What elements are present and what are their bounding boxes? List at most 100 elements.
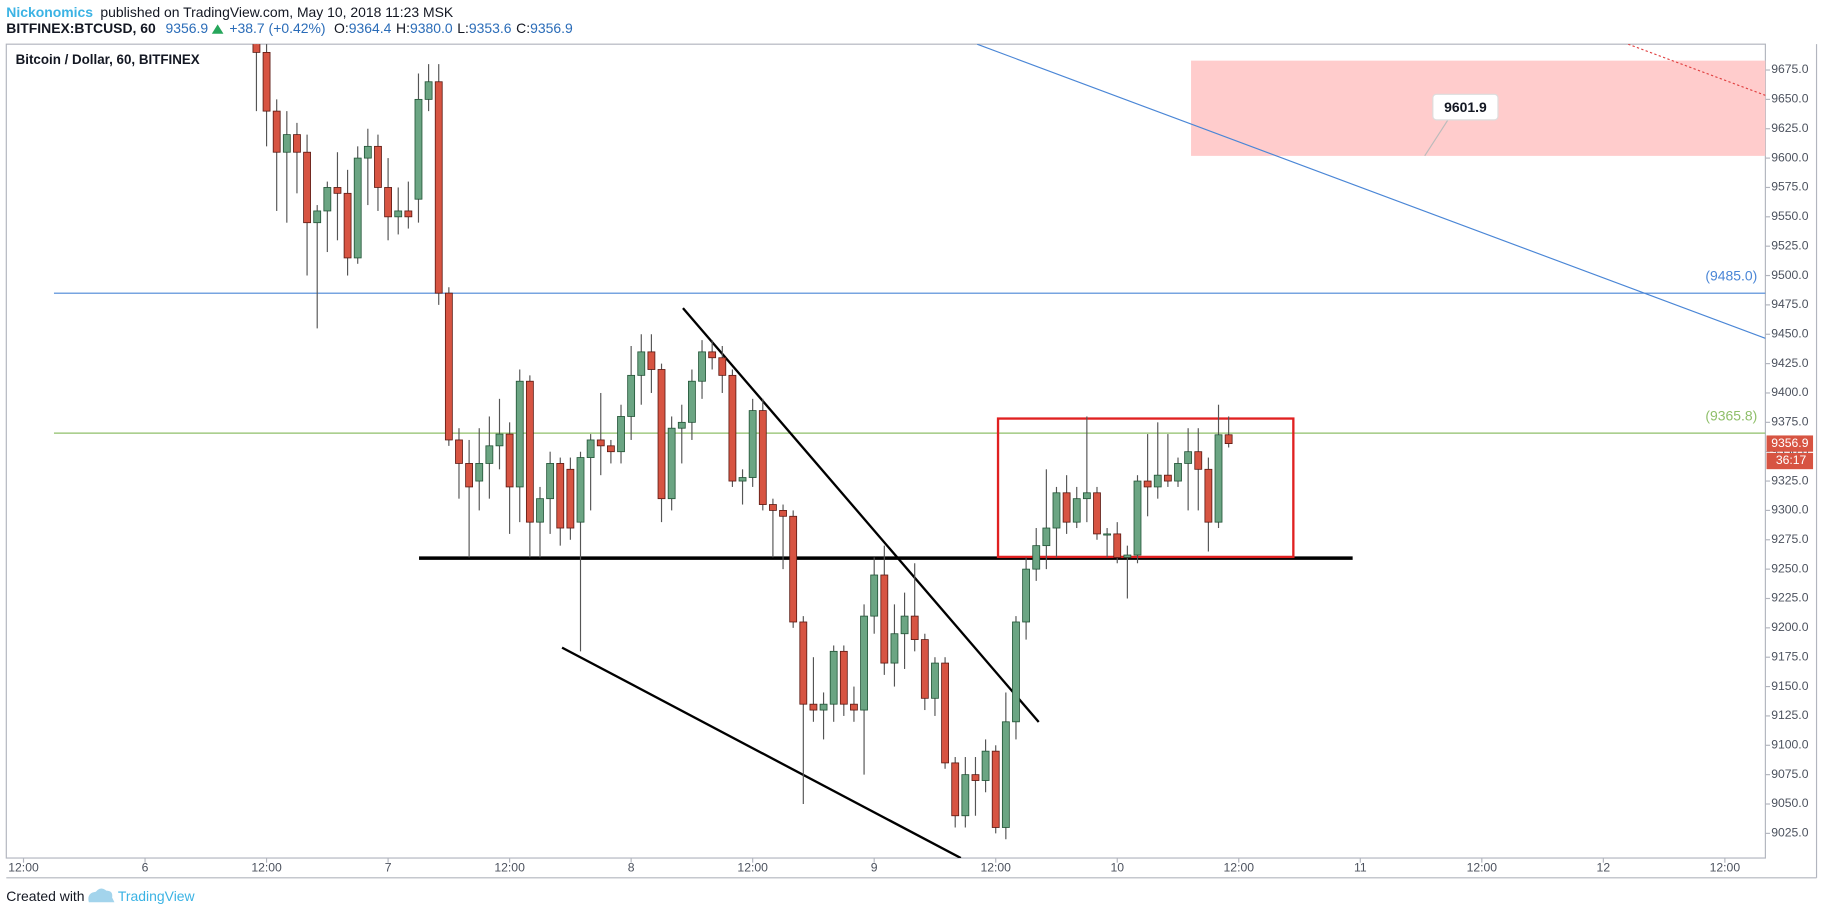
candle-body [900, 615, 909, 635]
candle-body [698, 351, 706, 382]
candle-body [1093, 492, 1101, 535]
candle-body [748, 410, 757, 478]
x-tick-label: 12:00 [1467, 861, 1498, 875]
candle-body [1103, 533, 1112, 536]
y-tick-label: 9050.0 [1771, 796, 1808, 810]
published: published on TradingView.com, May 10, 20… [100, 3, 453, 19]
y-tick-label: 9300.0 [1771, 503, 1808, 517]
candle-body [1194, 451, 1203, 470]
candle-body [829, 650, 838, 705]
last-price: 9356.9 [165, 20, 208, 36]
symbol: BITFINEX:BTCUSD, 60 [6, 20, 156, 36]
candle-body [1184, 451, 1193, 464]
candle-body [758, 410, 767, 505]
candle-body [1012, 621, 1020, 723]
candle-body [677, 421, 686, 429]
x-tick-label: 12:00 [8, 861, 39, 875]
candle-body [839, 650, 848, 705]
candle-body [434, 81, 443, 294]
ohlc-label: L: [457, 20, 469, 36]
x-tick-label: 8 [628, 861, 635, 875]
candle-body [870, 574, 879, 617]
candle-body [465, 463, 474, 488]
candle-body [779, 510, 787, 517]
y-tick-label: 9525.0 [1771, 238, 1808, 252]
footer: Created with TradingView [6, 888, 195, 904]
x-tick-label: 12:00 [980, 861, 1011, 875]
candle-body [303, 151, 311, 224]
x-tick-label: 12:00 [737, 861, 768, 875]
level-label: (9485.0) [1705, 268, 1757, 284]
candle-body [981, 750, 990, 781]
y-tick-label: 9625.0 [1771, 121, 1808, 135]
candle-body [374, 145, 382, 188]
candle-body [1052, 492, 1061, 529]
y-tick-label: 9200.0 [1771, 620, 1808, 634]
candle-body [971, 774, 980, 781]
candle-body [667, 427, 676, 500]
candle-body [637, 351, 646, 376]
candle-body [505, 433, 514, 488]
y-tick-label: 9100.0 [1771, 738, 1808, 752]
x-tick-label: 7 [385, 861, 392, 875]
tv-logo [88, 888, 115, 903]
x-tick-label: 11 [1354, 861, 1367, 875]
candle-body [718, 357, 727, 376]
candle-body [606, 445, 615, 453]
y-tick-label: 9250.0 [1771, 561, 1808, 575]
ohlc-label: O: [334, 20, 349, 36]
candle-body [485, 445, 494, 464]
y-tick-label: 9375.0 [1771, 415, 1808, 429]
countdown-label: 36:17 [1776, 453, 1807, 467]
ohlc-label: C: [516, 20, 530, 36]
y-tick-label: 9075.0 [1771, 767, 1808, 781]
plot-frame [5, 43, 1766, 859]
candle-body [1214, 434, 1223, 523]
candle-body [799, 621, 808, 705]
candle-body [536, 498, 544, 523]
y-tick-label: 9275.0 [1771, 532, 1808, 546]
zone-label: 9601.9 [1444, 99, 1487, 115]
y-tick-label: 9650.0 [1771, 92, 1808, 106]
y-tick-label: 9150.0 [1771, 679, 1808, 693]
candle-body [657, 369, 666, 500]
y-tick-label: 9675.0 [1771, 62, 1808, 76]
change: +38.7 (+0.42%) [229, 20, 325, 36]
candle-body [556, 463, 565, 529]
candle-body [1082, 492, 1091, 500]
candles-layer [252, 44, 1233, 840]
candle-body [313, 210, 322, 224]
zone-layer: 9601.9 [1191, 60, 1766, 157]
candle-body [1153, 474, 1162, 488]
chart-title: Bitcoin / Dollar, 60, BITFINEX [16, 52, 200, 67]
candle-body [1224, 434, 1233, 444]
candle-body [819, 703, 828, 711]
x-tick-label: 12:00 [1224, 861, 1255, 875]
candle-body [414, 98, 423, 200]
candle-body [850, 703, 858, 711]
candle-body [404, 210, 413, 218]
candle-body [444, 292, 453, 441]
candle-body [1204, 468, 1213, 523]
author[interactable]: Nickonomics [6, 3, 93, 19]
x-tick-label: 9 [871, 861, 878, 875]
candle-body [525, 380, 534, 523]
last-price-tag [1766, 435, 1814, 452]
y-tick-label: 9225.0 [1771, 591, 1808, 605]
levels-layer: (9485.0) (9365.8) [53, 268, 1766, 434]
candle-body [333, 187, 342, 194]
candle-body [1022, 568, 1030, 623]
up-arrow [211, 24, 224, 34]
candle-body [1113, 533, 1122, 558]
candle-body [1123, 554, 1132, 558]
header-line-1: Nickonomics published on TradingView.com… [6, 3, 454, 19]
candle-body [1174, 463, 1182, 482]
candle-body [1042, 527, 1051, 547]
footer-brand[interactable]: TradingView [118, 888, 196, 904]
y-tick-label: 9600.0 [1771, 150, 1808, 164]
axes-layer: 9025.0 9050.0 9075.0 9100.0 9125.0 9150.0 9175… [8, 62, 1814, 875]
candle-body [323, 187, 332, 212]
y-tick-label: 9575.0 [1771, 180, 1808, 194]
level-label: (9365.8) [1705, 408, 1757, 424]
